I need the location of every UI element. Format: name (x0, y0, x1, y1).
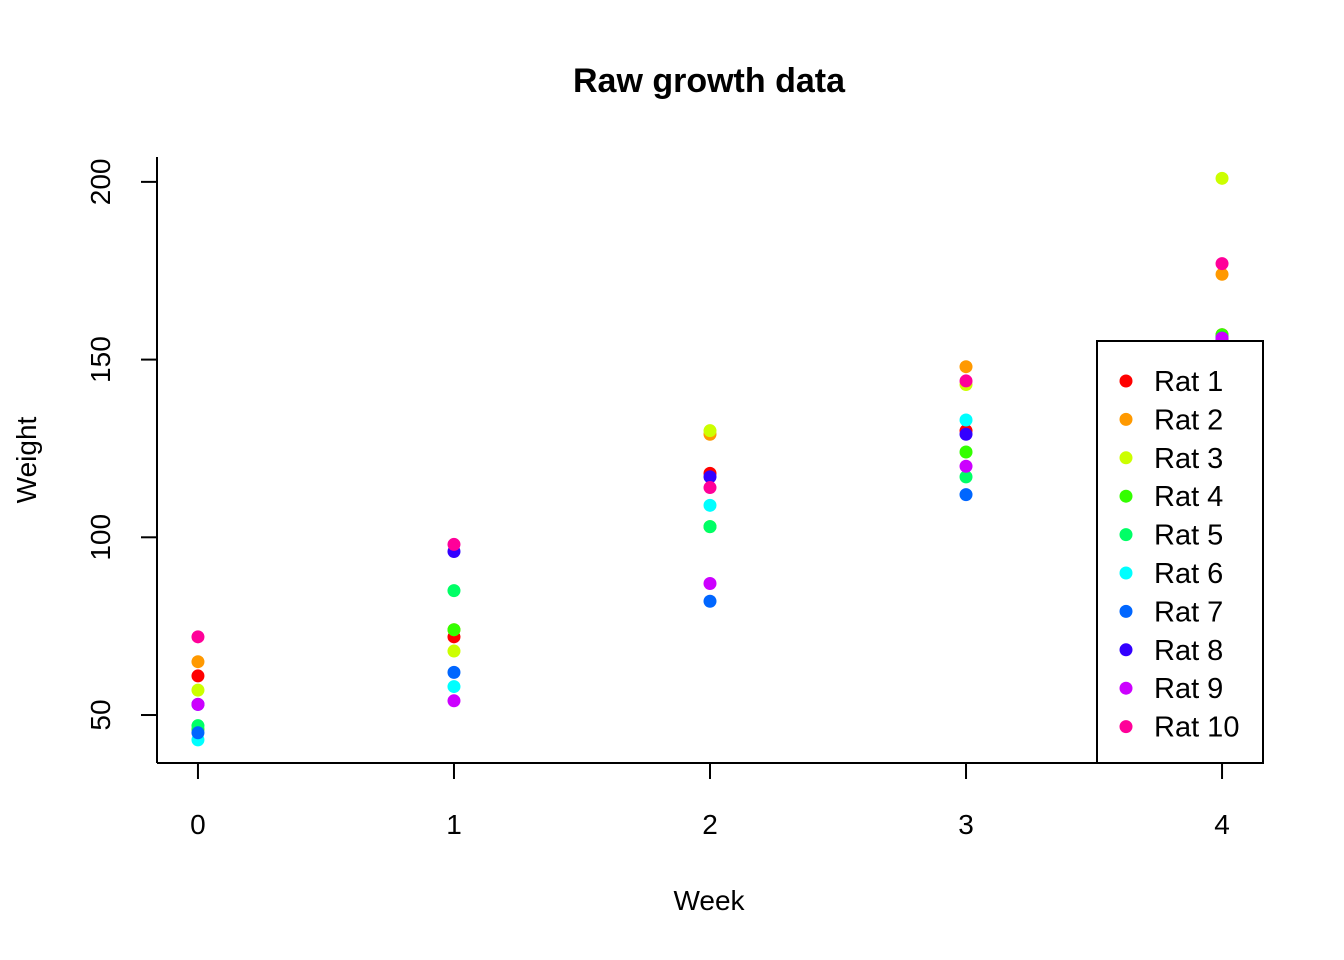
data-point (703, 498, 717, 512)
data-point (703, 520, 717, 534)
x-axis-label: Week (673, 885, 745, 916)
data-point (959, 374, 973, 388)
data-point (447, 644, 461, 658)
legend-label: Rat 8 (1154, 635, 1223, 667)
legend-label: Rat 4 (1154, 481, 1223, 513)
data-point (191, 655, 205, 669)
y-tick-label: 50 (85, 699, 116, 730)
legend-label: Rat 7 (1154, 596, 1223, 628)
x-tick-label: 3 (958, 809, 974, 840)
y-tick-label: 100 (85, 514, 116, 561)
legend-label: Rat 6 (1154, 558, 1223, 590)
x-tick-label: 0 (190, 809, 206, 840)
legend-label: Rat 1 (1154, 366, 1223, 398)
data-point (191, 697, 205, 711)
data-point (447, 665, 461, 679)
data-point (959, 459, 973, 473)
data-point (959, 360, 973, 374)
legend-label: Rat 10 (1154, 712, 1239, 744)
data-point (959, 445, 973, 459)
legend-marker (1119, 451, 1133, 465)
legend-marker (1119, 489, 1133, 503)
legend-marker (1119, 528, 1133, 542)
data-point (703, 424, 717, 438)
data-point (191, 630, 205, 644)
legend-label: Rat 2 (1154, 404, 1223, 436)
data-point (1215, 257, 1229, 271)
legend-label: Rat 9 (1154, 673, 1223, 705)
legend-label: Rat 3 (1154, 443, 1223, 475)
legend-marker (1119, 643, 1133, 657)
data-point (447, 623, 461, 637)
x-tick-label: 2 (702, 809, 718, 840)
data-point (447, 680, 461, 694)
data-point (191, 726, 205, 740)
data-point (703, 577, 717, 591)
data-point (191, 683, 205, 697)
data-point (703, 594, 717, 608)
data-point (959, 427, 973, 441)
x-tick-label: 1 (446, 809, 462, 840)
x-tick-label: 4 (1214, 809, 1230, 840)
legend-marker (1119, 604, 1133, 618)
y-tick-label: 150 (85, 336, 116, 383)
axes: 0 1 2 3 4 50 100 150 200 (85, 157, 1263, 840)
data-points (191, 171, 1229, 747)
data-point (1215, 267, 1229, 281)
data-point (959, 470, 973, 484)
legend-marker (1119, 374, 1133, 388)
data-point (447, 694, 461, 708)
chart-title: Raw growth data (573, 62, 846, 100)
legend-label: Rat 5 (1154, 520, 1223, 552)
legend: Rat 1 Rat 2 Rat 3 Rat 4 Rat 5 Rat 6 Rat 7 Rat 8… (1096, 340, 1264, 764)
data-point (447, 537, 461, 551)
data-point (703, 470, 717, 484)
y-axis-label: Weight (11, 416, 42, 503)
legend-marker (1119, 681, 1133, 695)
y-tick-label: 200 (85, 159, 116, 206)
data-point (191, 669, 205, 683)
data-point (959, 413, 973, 427)
legend-marker (1119, 566, 1133, 580)
data-point (703, 481, 717, 495)
legend-marker (1119, 412, 1133, 426)
data-point (959, 488, 973, 502)
legend-marker (1119, 720, 1133, 734)
data-point (447, 584, 461, 598)
data-point (1215, 171, 1229, 185)
